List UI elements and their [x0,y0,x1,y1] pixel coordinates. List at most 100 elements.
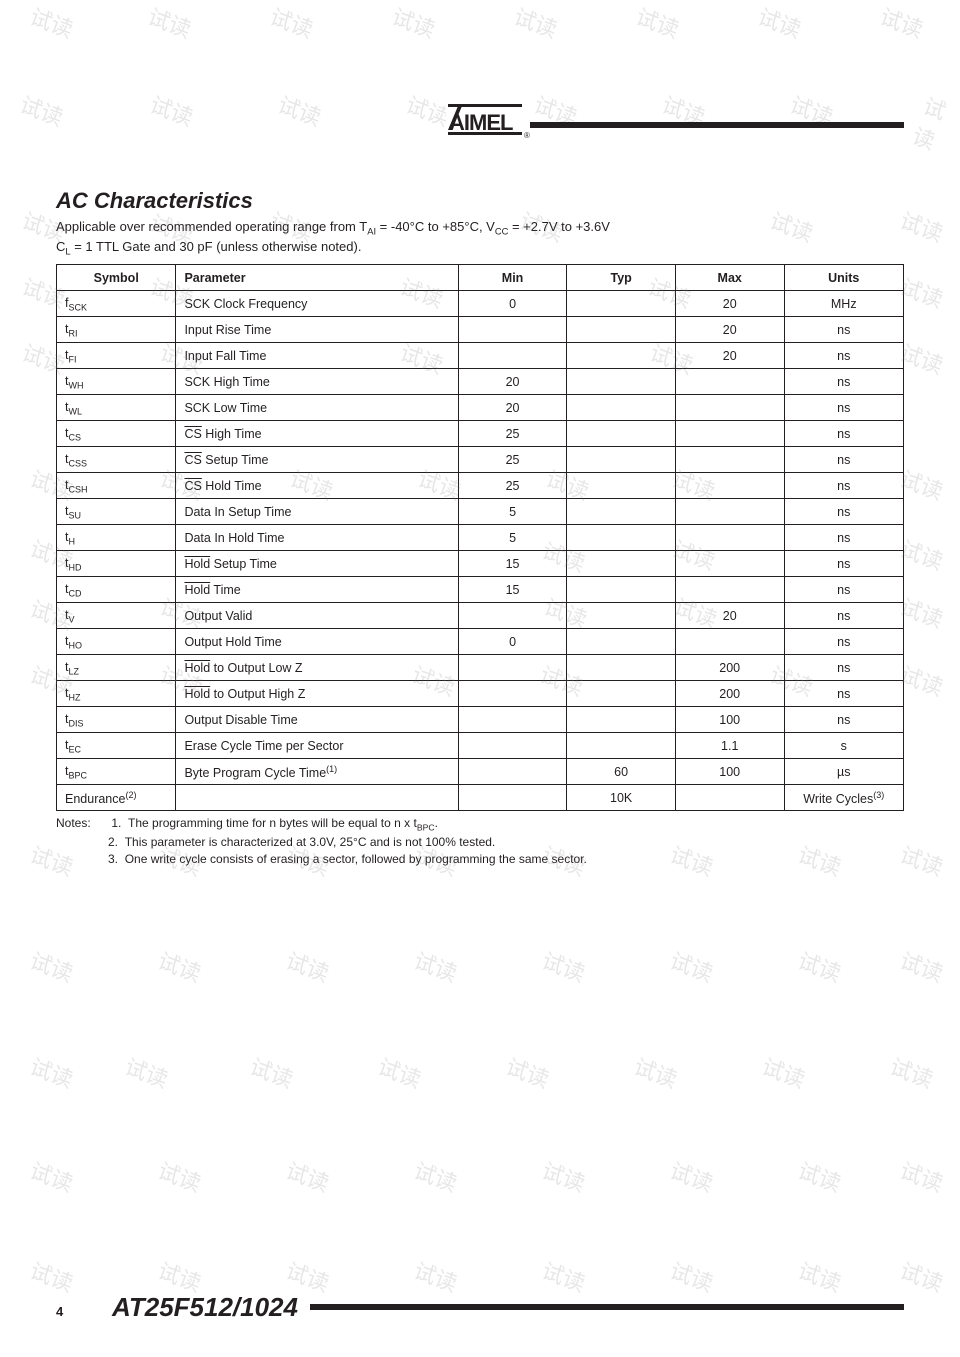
watermark: 试读 [26,943,78,988]
cell-min: 20 [458,395,567,421]
cell-parameter: CS Hold Time [176,473,458,499]
cell-typ [567,629,676,655]
cell-parameter: Output Disable Time [176,707,458,733]
table-row: tHData In Hold Time5ns [57,525,904,551]
table-row: Endurance(2)10KWrite Cycles(3) [57,785,904,811]
cell-units: ns [784,629,904,655]
watermark: 试读 [121,1049,173,1094]
table-header-row: Symbol Parameter Min Typ Max Units [57,265,904,291]
watermark: 试读 [144,0,196,45]
cell-max [675,577,784,603]
cell-parameter: Hold Setup Time [176,551,458,577]
cell-max: 20 [675,317,784,343]
cell-max [675,395,784,421]
watermark: 试读 [896,943,948,988]
cell-units: MHz [784,291,904,317]
cell-min: 20 [458,369,567,395]
table-row: fSCKSCK Clock Frequency020MHz [57,291,904,317]
cell-max [675,629,784,655]
cell-parameter: SCK High Time [176,369,458,395]
section-title: AC Characteristics [56,188,904,214]
cell-max [675,551,784,577]
cell-units: ns [784,707,904,733]
cell-min: 5 [458,525,567,551]
note-num: 1. [111,816,121,830]
cell-typ [567,473,676,499]
cell-symbol: tV [57,603,176,629]
cell-min: 15 [458,577,567,603]
cell-max [675,525,784,551]
note-num: 3. [108,852,118,866]
cell-typ [567,421,676,447]
cell-min: 5 [458,499,567,525]
svg-text:AIMEL: AIMEL [449,110,513,135]
cell-units: ns [784,603,904,629]
cell-min [458,655,567,681]
cell-symbol: tCSH [57,473,176,499]
cell-symbol: tHZ [57,681,176,707]
cell-units: ns [784,395,904,421]
cell-max: 20 [675,291,784,317]
watermark: 试读 [410,1153,462,1198]
cell-parameter: CS Setup Time [176,447,458,473]
cell-max [675,473,784,499]
cell-symbol: fSCK [57,291,176,317]
note-text: This parameter is characterized at 3.0V,… [125,835,496,849]
intro-sub: AI [367,227,376,237]
watermark: 试读 [282,943,334,988]
watermark: 试读 [266,0,318,45]
cell-min [458,343,567,369]
table-row: tHOOutput Hold Time0ns [57,629,904,655]
cell-units: µs [784,759,904,785]
cell-units: ns [784,499,904,525]
cell-max [675,785,784,811]
col-min: Min [458,265,567,291]
cell-typ: 60 [567,759,676,785]
cell-parameter [176,785,458,811]
cell-min [458,707,567,733]
cell-max [675,499,784,525]
cell-parameter: Hold Time [176,577,458,603]
notes-block: Notes: 1. The programming time for n byt… [56,815,904,867]
cell-symbol: tSU [57,499,176,525]
col-parameter: Parameter [176,265,458,291]
cell-max [675,421,784,447]
watermark: 试读 [754,0,806,45]
page-header: AIMEL ® [56,100,904,160]
cell-units: ns [784,681,904,707]
watermark: 试读 [282,1153,334,1198]
table-row: tBPCByte Program Cycle Time(1)60100µs [57,759,904,785]
watermark: 试读 [410,943,462,988]
cell-parameter: CS High Time [176,421,458,447]
table-row: tRIInput Rise Time20ns [57,317,904,343]
cell-symbol: tBPC [57,759,176,785]
cell-units: ns [784,525,904,551]
cell-max: 200 [675,655,784,681]
cell-parameter: Erase Cycle Time per Sector [176,733,458,759]
watermark: 试读 [794,943,846,988]
note-sub: BPC [417,823,435,833]
cell-min [458,733,567,759]
table-row: tLZHold to Output Low Z200ns [57,655,904,681]
cell-symbol: tHO [57,629,176,655]
watermark: 试读 [908,89,960,164]
part-number: AT25F512/1024 [112,1292,298,1323]
watermark: 试读 [666,1153,718,1198]
table-row: tCSHCS Hold Time25ns [57,473,904,499]
intro-text: Applicable over recommended operating ra… [56,218,904,258]
footer-rule [310,1304,904,1310]
cell-parameter: Data In Setup Time [176,499,458,525]
cell-min [458,317,567,343]
cell-symbol: tCS [57,421,176,447]
watermark: 试读 [510,0,562,45]
cell-parameter: Input Fall Time [176,343,458,369]
cell-min [458,785,567,811]
watermark: 试读 [794,1153,846,1198]
cell-typ [567,525,676,551]
table-row: tCSSCS Setup Time25ns [57,447,904,473]
cell-typ [567,577,676,603]
col-max: Max [675,265,784,291]
cell-max: 20 [675,603,784,629]
cell-symbol: tH [57,525,176,551]
cell-parameter: Input Rise Time [176,317,458,343]
